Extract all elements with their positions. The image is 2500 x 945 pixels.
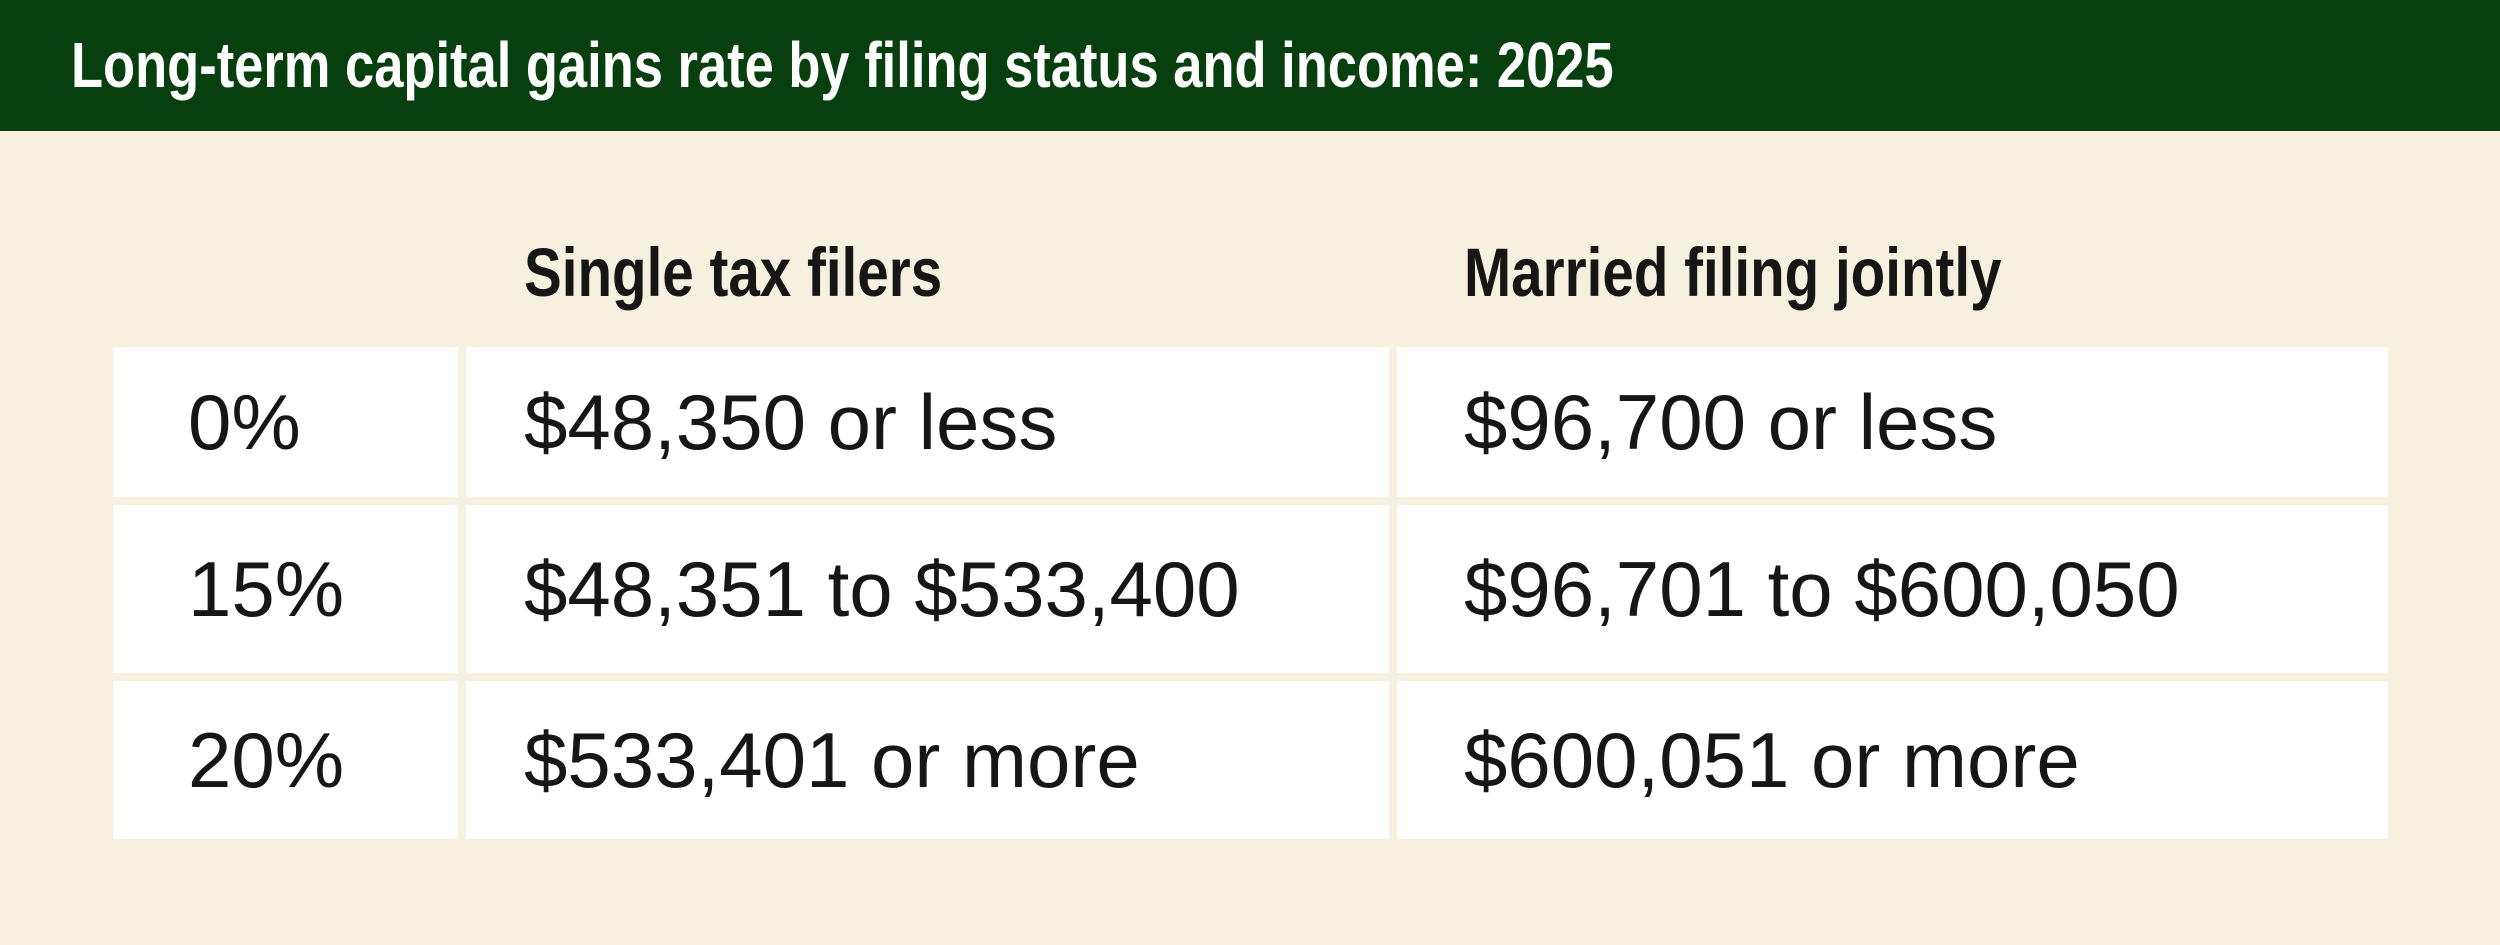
married-income-range: $600,051 or more (1464, 715, 2080, 804)
rate-value: 20% (188, 715, 345, 804)
married-income-range: $96,700 or less (1464, 377, 1998, 466)
column-header-single: Single tax filers (466, 131, 1389, 339)
column-header-single-label: Single tax filers (524, 233, 943, 311)
married-income-cell: $96,701 to $600,050 (1397, 505, 2388, 673)
column-header-married-label: Married filing jointly (1464, 233, 2002, 311)
title-bar: Long-term capital gains rate by filing s… (0, 0, 2500, 131)
column-header-married: Married filing jointly (1397, 131, 2388, 339)
rate-cell: 0% (113, 347, 458, 497)
page-title: Long-term capital gains rate by filing s… (71, 29, 1614, 102)
capital-gains-table: Single tax filers Married filing jointly… (113, 131, 2388, 839)
single-income-range: $533,401 or more (524, 715, 1140, 804)
single-income-cell: $533,401 or more (466, 681, 1389, 839)
single-income-cell: $48,350 or less (466, 347, 1389, 497)
married-income-cell: $96,700 or less (1397, 347, 2388, 497)
page-title-wrap: Long-term capital gains rate by filing s… (71, 29, 1952, 102)
rate-cell: 20% (113, 681, 458, 839)
married-income-cell: $600,051 or more (1397, 681, 2388, 839)
rate-value: 0% (188, 377, 301, 466)
single-income-cell: $48,351 to $533,400 (466, 505, 1389, 673)
single-income-range: $48,350 or less (524, 377, 1058, 466)
rate-cell: 15% (113, 505, 458, 673)
married-income-range: $96,701 to $600,050 (1464, 544, 2180, 633)
rate-value: 15% (188, 544, 345, 633)
column-header-rate-spacer (113, 131, 458, 339)
single-income-range: $48,351 to $533,400 (524, 544, 1240, 633)
